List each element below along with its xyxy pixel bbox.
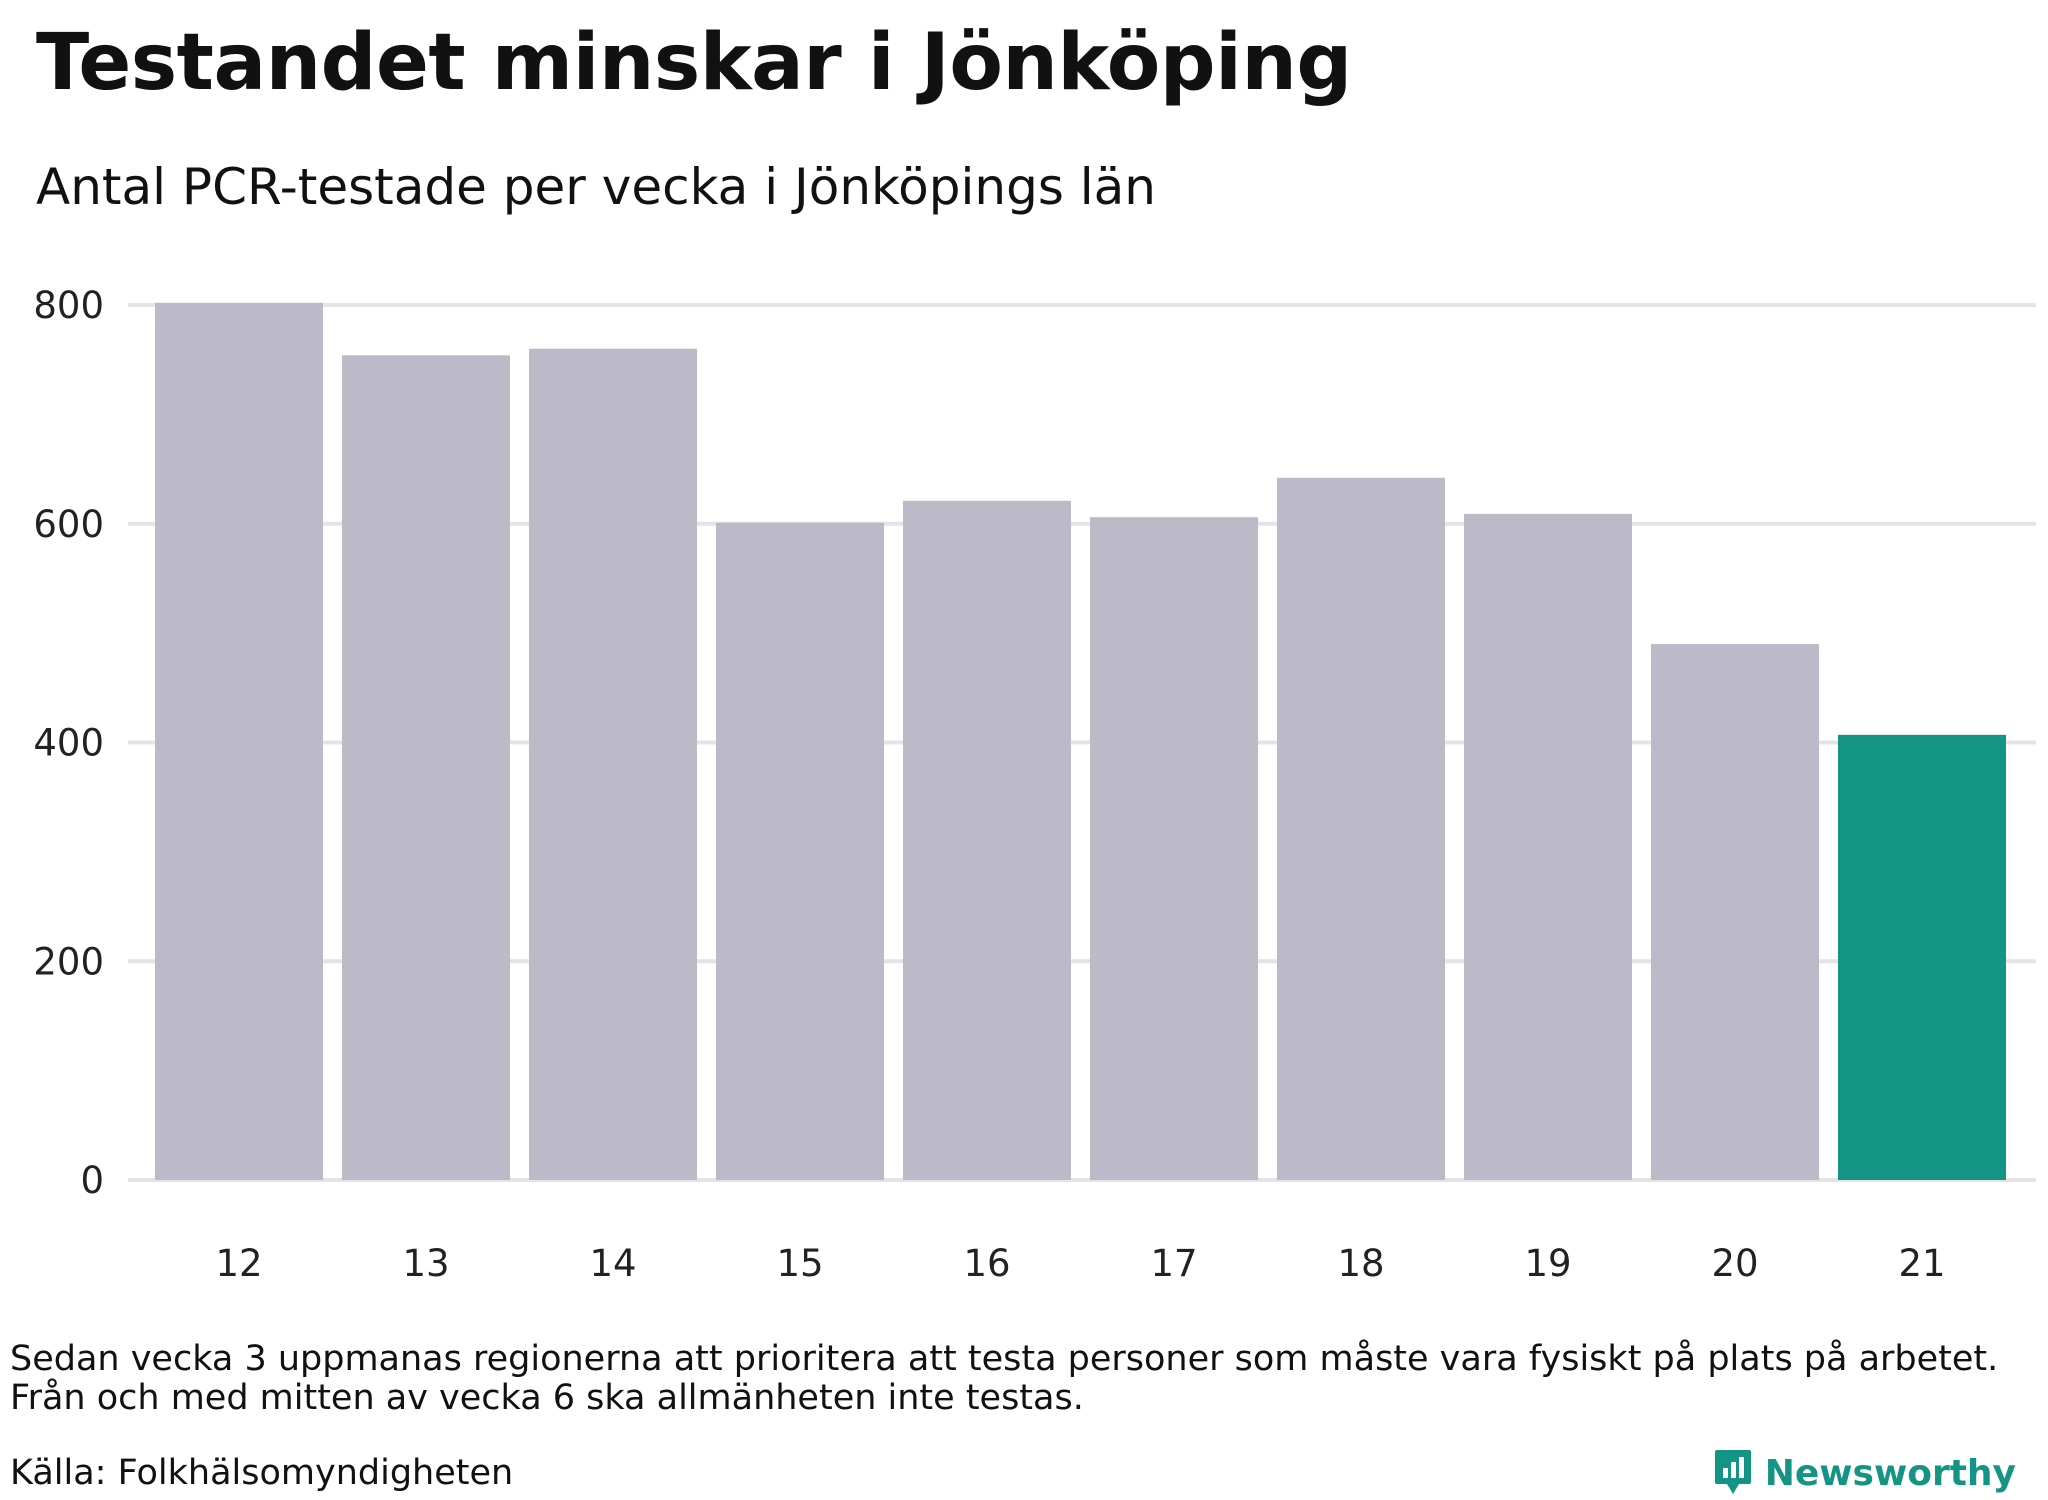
bar [155, 302, 323, 1180]
footnote-line: Från och med mitten av vecka 6 ska allmä… [10, 1378, 1084, 1418]
bar [1277, 477, 1445, 1180]
x-tick-label: 18 [1337, 1242, 1384, 1285]
y-tick-label: 200 [33, 940, 104, 983]
y-axis-ticks: 0 200 400 600 800 [33, 284, 104, 1202]
y-tick-label: 600 [33, 503, 104, 546]
x-axis-ticks: 12 13 14 15 16 17 18 19 20 21 [215, 1242, 1945, 1285]
x-tick-label: 21 [1898, 1242, 1945, 1285]
y-tick-label: 800 [33, 284, 104, 327]
chart-title: Testandet minskar i Jönköping [36, 18, 1352, 108]
bar [903, 500, 1071, 1180]
bar [1464, 513, 1632, 1180]
brand-logo: Newsworthy [1713, 1448, 2016, 1498]
y-tick-label: 0 [80, 1159, 104, 1202]
bar-chart: 0 200 400 600 800 12 13 14 15 16 17 18 19 20 21 [33, 284, 2036, 1285]
bar [1090, 517, 1258, 1180]
bar [342, 355, 510, 1180]
bar [716, 522, 884, 1180]
bars [155, 302, 2006, 1180]
y-tick-label: 400 [33, 722, 104, 765]
footnote-line: Sedan vecka 3 uppmanas regionerna att pr… [10, 1339, 1999, 1379]
footnote: Sedan vecka 3 uppmanas regionerna att pr… [10, 1340, 1998, 1418]
brand-name: Newsworthy [1764, 1452, 2016, 1494]
x-tick-label: 17 [1150, 1242, 1197, 1285]
x-tick-label: 15 [776, 1242, 823, 1285]
source-credit: Källa: Folkhälsomyndigheten [10, 1453, 514, 1493]
x-tick-label: 14 [589, 1242, 636, 1285]
x-tick-label: 16 [963, 1242, 1010, 1285]
x-tick-label: 13 [402, 1242, 449, 1285]
bar [529, 348, 697, 1180]
bar [1651, 644, 1819, 1180]
chart-subtitle: Antal PCR-testade per vecka i Jönköpings… [36, 158, 1156, 216]
x-tick-label: 19 [1524, 1242, 1571, 1285]
newsworthy-logo-icon [1714, 1450, 1751, 1494]
x-tick-label: 20 [1711, 1242, 1758, 1285]
bar [1838, 734, 2006, 1180]
x-tick-label: 12 [215, 1242, 262, 1285]
